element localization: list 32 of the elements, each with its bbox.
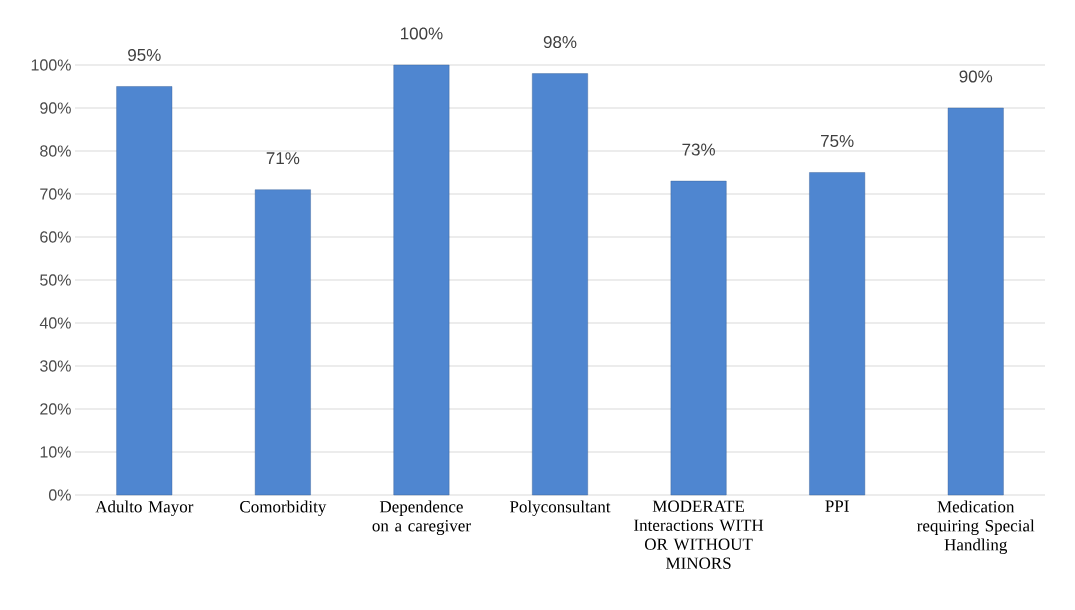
bar [532,73,588,496]
x-tick-label: Dependence on a caregiver [372,500,471,535]
y-tick-label: 70% [40,188,71,200]
x-tick-label: Medication requiring Special Handling [917,500,1035,554]
y-tick-label: 0% [48,489,71,501]
bar [254,189,311,496]
bar [116,86,173,496]
y-tick-label: 30% [40,360,71,372]
x-tick-label: MODERATE Interactions WITH OR WITHOUT MINORS [634,500,764,569]
data-label: 75% [821,135,854,147]
data-label: 95% [128,48,161,61]
data-label: 90% [959,70,993,83]
x-tick-label: Adulto Mayor [95,500,194,516]
data-label: 98% [543,36,577,49]
x-tick-label: Polyconsultant [509,500,611,516]
data-label: 100% [401,27,443,40]
y-tick-label: 10% [40,446,71,458]
x-tick-label: PPI [825,500,849,512]
bar [393,64,450,496]
y-tick-label: 80% [40,145,71,157]
bar [947,107,1004,496]
bar [670,180,727,496]
bar [809,172,866,496]
y-tick-label: 100% [31,59,71,71]
y-tick-label: 20% [40,403,71,415]
data-label: 73% [682,143,715,156]
y-tick-label: 90% [40,102,71,114]
y-tick-label: 50% [40,274,71,286]
y-tick-label: 40% [39,317,71,329]
data-label: 71% [266,152,300,165]
y-tick-label: 60% [40,231,71,243]
x-tick-label: Comorbidity [240,500,327,516]
